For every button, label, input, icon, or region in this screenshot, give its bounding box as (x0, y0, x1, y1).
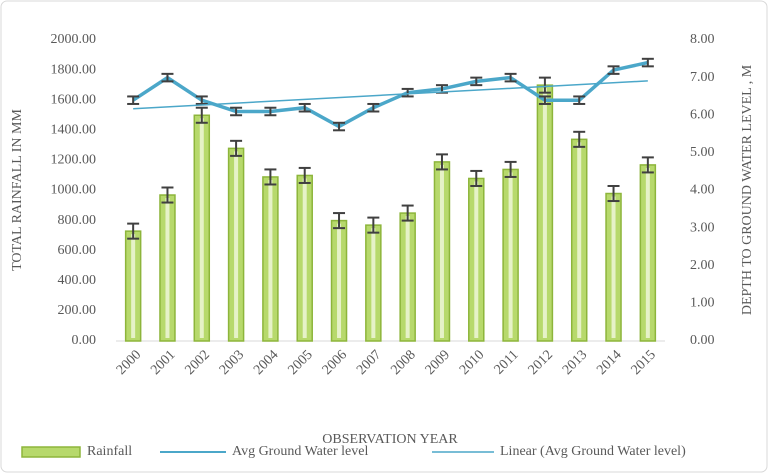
legend-label: Rainfall (87, 444, 132, 459)
bar-inner (577, 142, 582, 338)
bar-inner (542, 88, 547, 339)
bar-inner (508, 172, 513, 338)
y-tick-label: 1000.00 (51, 183, 97, 198)
bar-inner (405, 216, 410, 338)
bar-inner (645, 167, 650, 338)
legend-label: Linear (Avg Ground Water level) (500, 444, 686, 459)
y2-tick-label: 6.00 (690, 107, 715, 122)
legend-label: Avg Ground Water level (232, 444, 368, 459)
y-tick-label: 2000.00 (51, 32, 97, 47)
bar-inner (302, 178, 307, 338)
y-tick-label: 200.00 (58, 303, 97, 318)
bar-inner (371, 228, 376, 338)
bar-inner (165, 198, 170, 338)
trendline (133, 80, 648, 110)
y-tick-label: 600.00 (58, 243, 97, 258)
y-axis-title: TOTAL RAINFALL IN MM (10, 109, 25, 271)
y2-axis-title: DEPTH TO GROUND WATER LEVEL , M (740, 64, 755, 315)
bar-inner (474, 181, 479, 338)
y-tick-label: 1600.00 (51, 92, 97, 107)
y-tick-label: 1800.00 (51, 62, 97, 77)
bar-inner (268, 179, 273, 338)
y2-tick-label: 7.00 (690, 70, 715, 85)
y2-tick-label: 2.00 (690, 258, 715, 273)
bar-inner (611, 196, 616, 338)
y2-tick-label: 5.00 (690, 145, 715, 160)
y-tick-label: 800.00 (58, 213, 97, 228)
bar-inner (439, 164, 444, 338)
line (132, 60, 649, 129)
y-tick-label: 1200.00 (51, 153, 97, 168)
bar-inner (131, 234, 136, 338)
legend-swatch (21, 446, 81, 458)
y2-tick-label: 0.00 (690, 333, 715, 348)
y2-tick-label: 1.00 (690, 296, 715, 311)
bar-inner (337, 223, 342, 338)
bar-inner (199, 118, 204, 338)
x-axis-title: OBSERVATION YEAR (322, 432, 458, 447)
y2-tick-label: 3.00 (690, 220, 715, 235)
y2-tick-label: 8.00 (690, 32, 715, 47)
y2-tick-label: 4.00 (690, 183, 715, 198)
y-tick-label: 400.00 (58, 273, 97, 288)
y-tick-label: 1400.00 (51, 123, 97, 138)
bar-inner (234, 151, 239, 338)
y-tick-label: 0.00 (72, 333, 97, 348)
